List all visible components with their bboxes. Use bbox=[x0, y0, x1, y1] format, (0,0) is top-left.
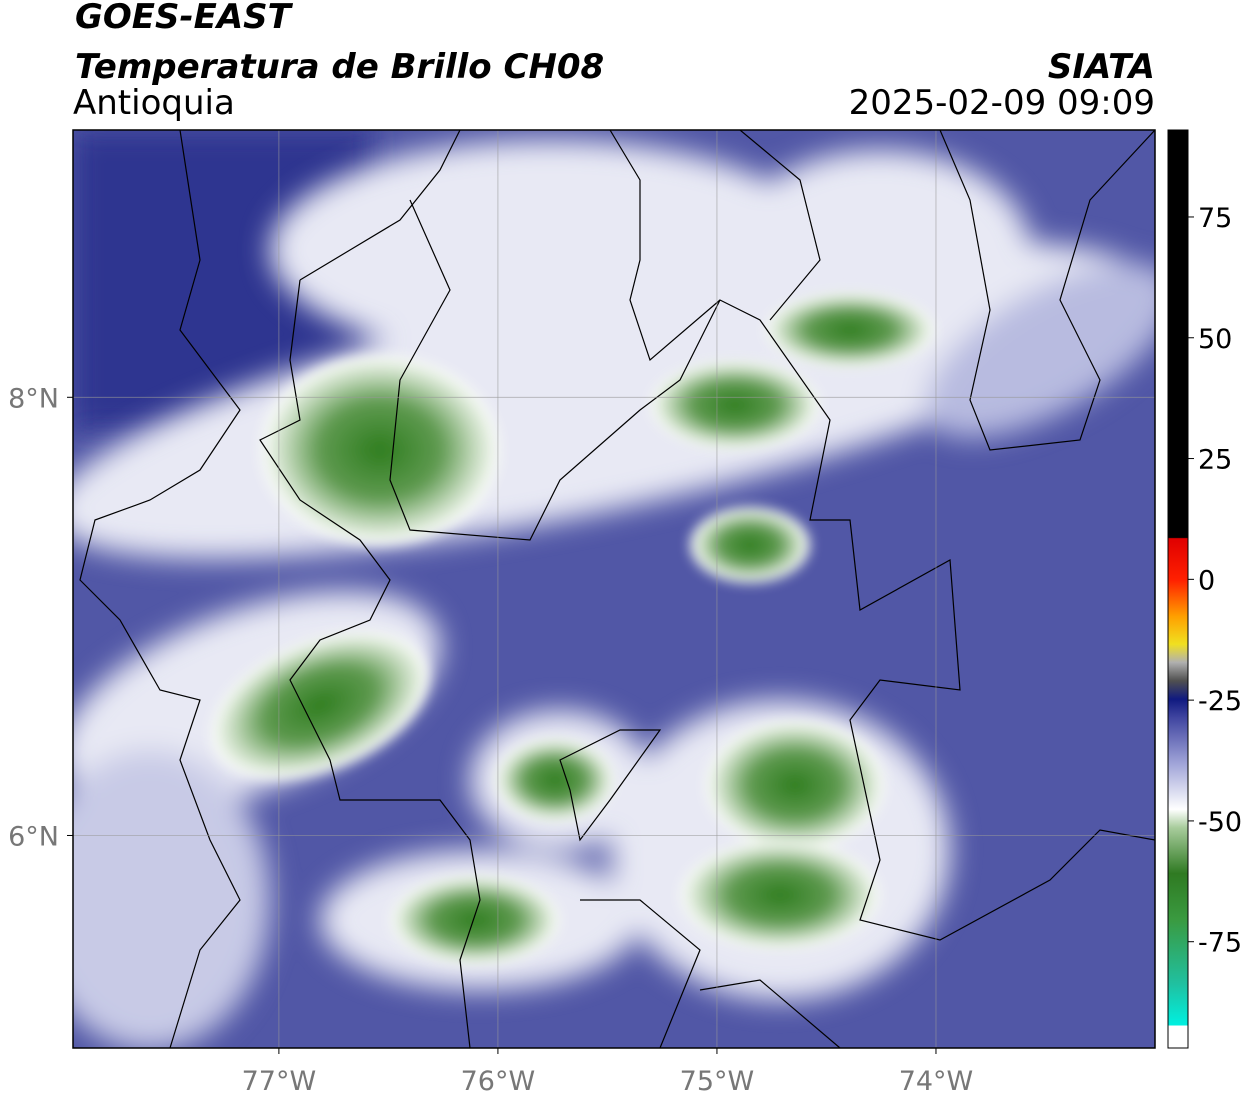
y-tick-label: 6°N bbox=[8, 821, 59, 852]
colorbar-tick-label: -50 bbox=[1198, 807, 1242, 838]
colorbar-tick-label: -25 bbox=[1198, 686, 1242, 717]
map-image bbox=[73, 130, 1155, 1048]
colorbar bbox=[1167, 129, 1189, 1049]
map-frame bbox=[72, 129, 1156, 1049]
colorbar-tick-label: 25 bbox=[1198, 445, 1232, 476]
x-tick-label: 75°W bbox=[680, 1066, 755, 1097]
grid bbox=[73, 130, 1155, 1048]
y-tick-label: 8°N bbox=[8, 383, 59, 414]
colorbar-tick-label: 0 bbox=[1198, 565, 1215, 596]
x-tick-label: 77°W bbox=[242, 1066, 317, 1097]
x-tick-label: 74°W bbox=[899, 1066, 974, 1097]
colorbar-tick-label: 50 bbox=[1198, 324, 1232, 355]
datetime-label: 2025-02-09 09:09 bbox=[849, 83, 1155, 123]
x-tick-label: 76°W bbox=[461, 1066, 536, 1097]
satellite-title: GOES-EAST bbox=[75, 0, 294, 37]
region-label: Antioquia bbox=[73, 83, 235, 123]
colorbar-tick-label: 75 bbox=[1198, 203, 1232, 234]
source-label: SIATA bbox=[1048, 47, 1155, 87]
colorbar-tick-label: -75 bbox=[1198, 928, 1242, 959]
product-title: Temperatura de Brillo CH08 bbox=[75, 47, 604, 87]
